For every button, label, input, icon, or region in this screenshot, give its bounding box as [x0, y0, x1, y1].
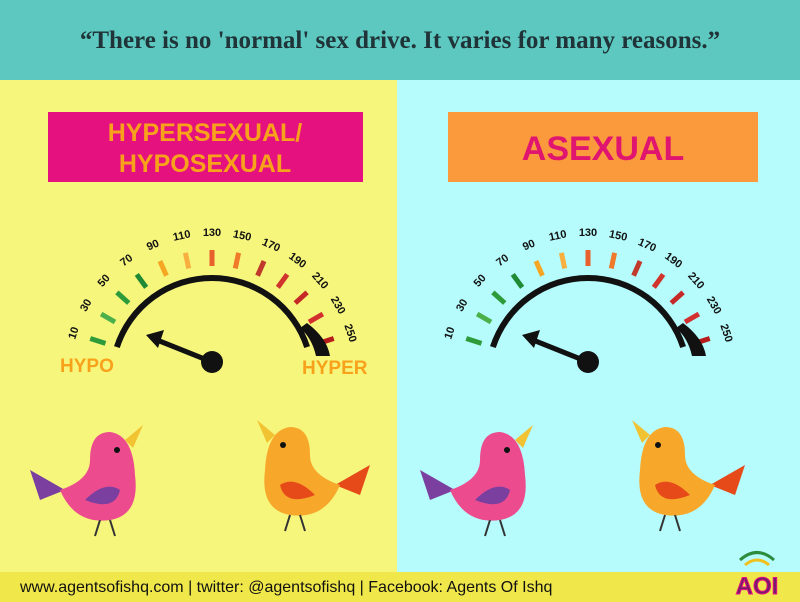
bird-eye [114, 447, 120, 453]
gauge-tick [275, 272, 290, 289]
gauge-tick-label: 250 [341, 323, 358, 344]
gauge-tick-label: 90 [521, 237, 537, 253]
gauge-tick [465, 336, 483, 346]
gauge-knob [577, 351, 599, 373]
title-box [48, 112, 363, 182]
gauge-tick-label: 130 [579, 227, 597, 239]
gauge-tick-label: 90 [145, 237, 161, 253]
footer-band [0, 572, 800, 602]
bird-beak [632, 420, 650, 443]
logo: AOI [735, 551, 779, 601]
bird-eye [655, 442, 661, 448]
gauge-tick-label: 150 [232, 228, 252, 244]
gauge-tick [89, 336, 107, 346]
gauge-tick-label: 70 [118, 252, 135, 269]
bird [420, 425, 533, 537]
gauge-tick [683, 311, 701, 325]
gauge-needle-head [522, 330, 540, 348]
gauge-tick-label: 30 [454, 297, 471, 314]
gauge-tick [669, 290, 685, 305]
bird [30, 425, 143, 537]
gauge-knob [201, 351, 223, 373]
logo-wave [739, 551, 775, 562]
gauge-tick-label: 250 [717, 323, 734, 344]
gauge-tick-label: 150 [608, 228, 628, 244]
gauge-tick [115, 290, 131, 305]
logo-wave [744, 558, 770, 567]
panel-title: HYPERSEXUAL/ [108, 119, 303, 147]
bird-legs [284, 514, 306, 532]
bird-wing [280, 481, 315, 500]
bird-eye [280, 442, 286, 448]
gauge-tick [293, 290, 309, 305]
bird-tail [335, 465, 370, 495]
gauge-tick [533, 260, 545, 277]
header-quote: “There is no 'normal' sex drive. It vari… [80, 27, 720, 54]
header-band [0, 0, 800, 80]
bird-tail [30, 470, 65, 500]
bird-eye [504, 447, 510, 453]
gauge-tick-label: 10 [66, 325, 81, 340]
bird-legs [484, 519, 506, 537]
footer-text: www.agentsofishq.com | twitter: @agentso… [19, 579, 552, 596]
gauge-tick [651, 272, 666, 289]
bird-legs [659, 514, 681, 532]
gauge-tick [255, 260, 267, 277]
gauge-arc [114, 275, 310, 349]
gauge-tick [134, 272, 149, 289]
gauge-tick [608, 252, 618, 269]
logo-text: AOI [736, 573, 779, 600]
gauge-tick-label: 110 [172, 228, 192, 243]
gauge-needle-head [146, 330, 164, 348]
bird-body [450, 432, 526, 521]
bird-wing [475, 486, 510, 505]
panel-title: ASEXUAL [522, 130, 684, 168]
bird-legs [94, 519, 116, 537]
panel-title: HYPOSEXUAL [119, 150, 291, 178]
title-box [448, 112, 758, 182]
bird-body [60, 432, 136, 521]
low-label: HYPO [60, 356, 114, 377]
gauge-tick [307, 311, 325, 325]
gauge-arc-thick [676, 323, 706, 356]
bird-wing [85, 486, 120, 505]
high-label: HYPER [302, 358, 368, 379]
bird-beak [125, 425, 143, 448]
gauge-tick-label: 110 [548, 228, 568, 243]
bird [257, 420, 370, 532]
bird-tail [420, 470, 455, 500]
bird-beak [515, 425, 533, 448]
gauge-tick [510, 272, 525, 289]
gauge-tick-label: 10 [442, 325, 457, 340]
bird-body [264, 427, 340, 516]
gauge-tick-label: 70 [494, 252, 511, 269]
gauge-tick [182, 252, 192, 269]
gauge-arc [490, 275, 686, 349]
gauge-tick [157, 260, 169, 277]
gauge-tick [491, 290, 507, 305]
gauge-tick [631, 260, 643, 277]
bird-beak [257, 420, 275, 443]
gauge-tick [99, 311, 117, 325]
gauge-tick [475, 311, 493, 325]
bird-wing [655, 481, 690, 500]
bird [632, 420, 745, 532]
gauge-tick [558, 252, 568, 269]
bird-tail [710, 465, 745, 495]
birds [30, 420, 745, 537]
bird-body [639, 427, 715, 516]
gauge-arc-thick [300, 323, 330, 356]
gauge-tick [232, 252, 242, 269]
gauge-tick-label: 30 [78, 297, 95, 314]
gauge-tick-label: 130 [203, 227, 221, 239]
